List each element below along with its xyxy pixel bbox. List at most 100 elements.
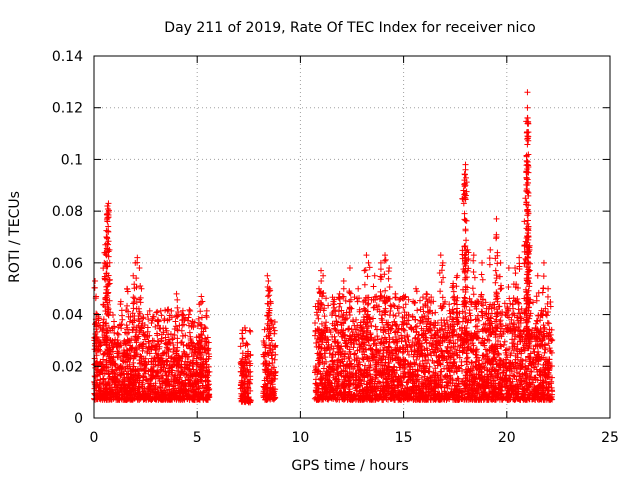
data-point [388, 325, 395, 332]
data-point [203, 307, 210, 314]
data-point [94, 382, 101, 389]
data-point [195, 341, 202, 348]
data-point [193, 361, 200, 368]
data-point [132, 368, 139, 375]
scatter-points [91, 89, 556, 406]
data-point [169, 390, 176, 397]
data-point [181, 369, 188, 376]
data-point [97, 342, 104, 349]
data-point [365, 300, 372, 307]
data-point [92, 277, 99, 284]
data-point [204, 334, 211, 341]
data-point [100, 375, 107, 382]
data-point [135, 372, 142, 379]
data-point [161, 349, 168, 356]
data-point [158, 312, 165, 319]
data-point [160, 387, 167, 394]
data-point [113, 375, 120, 382]
data-point [149, 367, 156, 374]
data-point [107, 391, 114, 398]
data-point [108, 368, 115, 375]
data-point [135, 394, 142, 401]
data-point [196, 363, 203, 370]
data-point [395, 303, 402, 310]
data-point [91, 346, 98, 353]
data-point [187, 368, 194, 375]
data-point [200, 396, 207, 403]
data-point [205, 339, 212, 346]
data-point [136, 342, 143, 349]
data-point [464, 354, 471, 361]
data-point [145, 368, 152, 375]
data-point [137, 353, 144, 360]
data-point [124, 370, 131, 377]
data-point [395, 310, 402, 317]
data-point [157, 367, 164, 374]
data-point [118, 391, 125, 398]
data-point [203, 367, 210, 374]
data-point [97, 371, 104, 378]
data-point [170, 348, 177, 355]
data-point [175, 387, 182, 394]
data-point [148, 388, 155, 395]
data-point [500, 342, 507, 349]
data-point [91, 355, 98, 362]
data-point [178, 378, 185, 385]
data-point [190, 351, 197, 358]
data-point [175, 395, 182, 402]
data-point [106, 375, 113, 382]
data-point [170, 342, 177, 349]
data-point [102, 364, 109, 371]
data-point [206, 385, 213, 392]
data-point [144, 349, 151, 356]
data-point [204, 377, 211, 384]
data-point [173, 376, 180, 383]
data-point [163, 375, 170, 382]
data-point [148, 343, 155, 350]
data-point [321, 313, 328, 320]
data-point [150, 394, 157, 401]
data-point [149, 395, 156, 402]
data-point [171, 358, 178, 365]
data-point [190, 388, 197, 395]
data-point [154, 390, 161, 397]
data-point [139, 347, 146, 354]
data-point [247, 328, 254, 335]
data-point [115, 396, 122, 403]
data-point [172, 372, 179, 379]
data-point [134, 375, 141, 382]
data-point [121, 349, 128, 356]
data-point [129, 344, 136, 351]
data-point [149, 375, 156, 382]
data-point [155, 338, 162, 345]
data-point [187, 345, 194, 352]
data-point [131, 383, 138, 390]
data-point [103, 384, 110, 391]
data-point [104, 380, 111, 387]
data-point [128, 396, 135, 403]
data-point [197, 354, 204, 361]
data-point [152, 346, 159, 353]
data-point [188, 340, 195, 347]
data-point [206, 394, 213, 401]
data-point [402, 338, 409, 345]
data-point [180, 348, 187, 355]
data-point [194, 370, 201, 377]
data-point [183, 364, 190, 371]
data-point [118, 371, 125, 378]
data-point [164, 345, 171, 352]
data-point [180, 341, 187, 348]
data-point [125, 377, 132, 384]
data-point [414, 307, 421, 314]
data-point [200, 388, 207, 395]
data-point [169, 361, 176, 368]
data-point [149, 337, 156, 344]
data-point [191, 346, 198, 353]
data-point [113, 389, 120, 396]
data-point [432, 309, 439, 316]
data-point [101, 350, 108, 357]
data-point [179, 339, 186, 346]
data-point [145, 386, 152, 393]
data-point [474, 323, 481, 330]
data-point [203, 361, 210, 368]
